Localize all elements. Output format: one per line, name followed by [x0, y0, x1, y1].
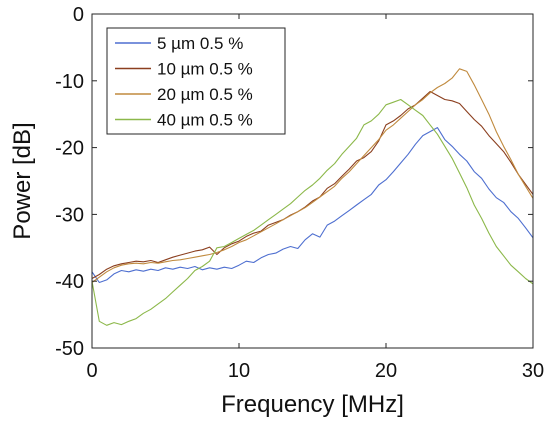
x-tick-label: 10: [228, 360, 250, 382]
y-tick-label: -30: [55, 204, 84, 226]
legend-label: 10 µm 0.5 %: [157, 60, 253, 79]
series-line-3: [91, 68, 534, 283]
y-axis-label: Power [dB]: [9, 122, 36, 239]
legend-label: 5 µm 0.5 %: [157, 34, 243, 53]
series-layer: [91, 68, 534, 326]
y-tick-label: 0: [73, 4, 84, 26]
series-line-1: [91, 127, 534, 284]
y-tick-label: -50: [55, 338, 84, 360]
y-tick-label: -20: [55, 138, 84, 160]
legend-label: 20 µm 0.5 %: [157, 85, 253, 104]
y-tick-label: -40: [55, 271, 84, 293]
legend: 5 µm 0.5 % 10 µm 0.5 % 20 µm 0.5 % 40 µm 0.…: [106, 27, 286, 135]
x-axis-label: Frequency [MHz]: [221, 391, 404, 418]
legend-box: [106, 27, 286, 135]
y-tick-label: -10: [55, 71, 84, 93]
plot-area-frame: [91, 13, 534, 349]
x-tick-label: 20: [375, 360, 397, 382]
series-line-4: [91, 98, 534, 326]
axis-ticks: 0 10 20 30 0 -10 -20 -30 -40 -50: [55, 4, 544, 382]
x-tick-label: 30: [522, 360, 544, 382]
legend-label: 40 µm 0.5 %: [157, 111, 253, 130]
series-line-2: [91, 90, 534, 279]
x-tick-label: 0: [86, 360, 97, 382]
